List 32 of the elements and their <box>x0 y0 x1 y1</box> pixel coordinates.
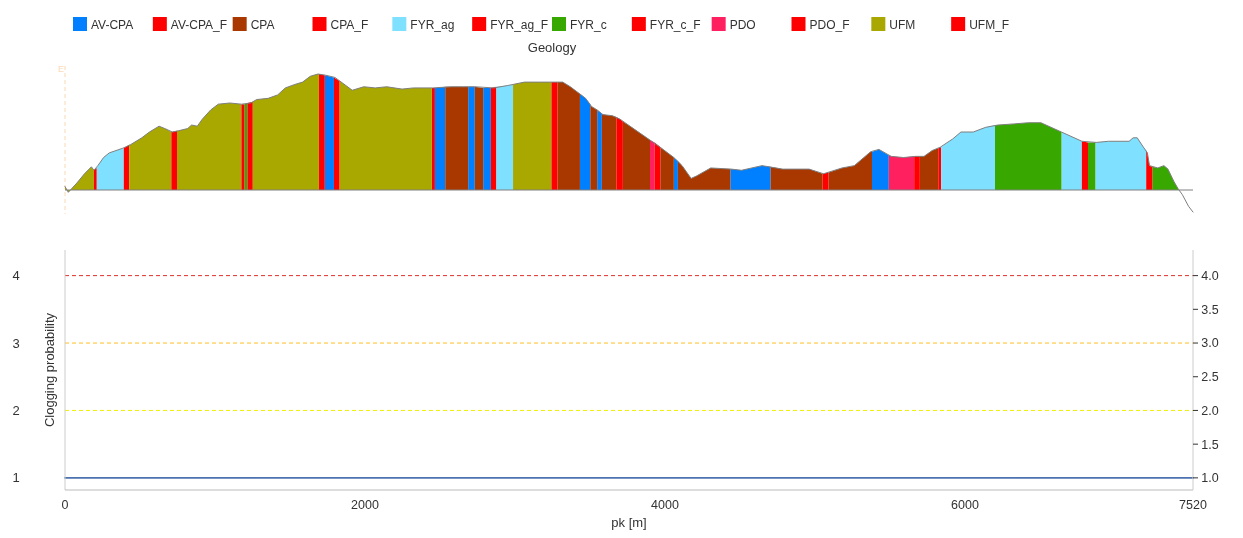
y2-tick-label: 4.0 <box>1201 268 1219 283</box>
legend-label: PDO_F <box>809 17 850 32</box>
y-tick-label: 2 <box>12 403 20 418</box>
ref-line-label: E <box>58 64 65 74</box>
legend-title: Geology <box>527 40 577 55</box>
y-tick-label: 3 <box>12 335 20 351</box>
y-axis-title: Clogging probability <box>42 312 57 428</box>
y2-tick-label: 2.0 <box>1201 403 1219 418</box>
x-axis-title: pk [m] <box>611 515 647 530</box>
y2-tick-label: 3.5 <box>1201 302 1219 317</box>
y2-tick-label: 3.0 <box>1201 336 1219 351</box>
x-tick-label: 0 <box>61 498 69 512</box>
legend-label: PDO <box>729 17 756 32</box>
legend-label: FYR_ag <box>410 17 455 32</box>
y2-tick-label: 2.5 <box>1201 370 1219 385</box>
legend-label: AV-CPA <box>91 17 134 32</box>
y2-tick-label: 1.5 <box>1201 437 1219 452</box>
y-tick-label: 4 <box>12 268 20 284</box>
legend-label: UFM_F <box>969 17 1010 32</box>
y-tick-label: 1 <box>12 470 20 486</box>
x-tick-label: 4000 <box>651 498 679 512</box>
x-tick-label: 2000 <box>351 498 379 512</box>
legend-label: CPA <box>250 17 275 32</box>
x-tick-label: 7520 <box>1179 498 1207 512</box>
legend-label: FYR_c <box>570 17 607 32</box>
legend-label: FYR_c_F <box>649 17 701 32</box>
y2-tick-label: 1.0 <box>1201 471 1219 486</box>
x-tick-label: 6000 <box>951 498 979 512</box>
legend-label: AV-CPA_F <box>170 17 228 32</box>
legend-label: CPA_F <box>330 17 369 32</box>
legend-label: UFM <box>889 17 916 32</box>
legend-label: FYR_ag_F <box>490 17 549 32</box>
